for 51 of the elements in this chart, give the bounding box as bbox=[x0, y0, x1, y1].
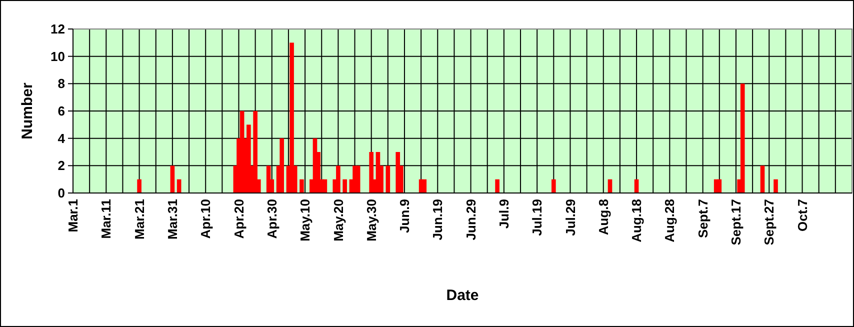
y-tick-label: 2 bbox=[58, 158, 65, 174]
x-tick-label: Jun.9 bbox=[397, 199, 412, 233]
x-tick-label: Aug.18 bbox=[629, 199, 644, 242]
bar bbox=[300, 179, 304, 193]
x-tick-label: Apr.10 bbox=[198, 199, 214, 239]
x-tick-label: Mar.11 bbox=[98, 199, 114, 239]
bar bbox=[495, 179, 500, 193]
x-tick-label: Jun.19 bbox=[430, 199, 446, 240]
x-tick-label: Jun.29 bbox=[463, 199, 478, 240]
bar bbox=[740, 84, 745, 193]
x-tick-label: Sept.17 bbox=[728, 199, 744, 246]
x-tick-label: Mar.31 bbox=[164, 199, 180, 240]
bar bbox=[342, 179, 347, 193]
x-tick-label: Aug.8 bbox=[596, 199, 611, 236]
x-tick-label: Mar.1 bbox=[66, 199, 81, 232]
x-tick-label: Sept.7 bbox=[695, 199, 710, 238]
x-tick-label: May.30 bbox=[364, 199, 379, 242]
bar bbox=[760, 166, 765, 193]
y-tick-label: 10 bbox=[50, 48, 65, 64]
bar bbox=[356, 166, 360, 193]
y-tick-label: 6 bbox=[58, 104, 65, 119]
bar bbox=[246, 124, 251, 193]
bar bbox=[290, 42, 294, 193]
y-tick-label: 12 bbox=[50, 22, 65, 37]
bar bbox=[717, 179, 722, 193]
y-tick-label: 0 bbox=[58, 186, 65, 201]
x-tick-label: Oct.7 bbox=[794, 199, 810, 232]
bar bbox=[280, 138, 284, 193]
x-tick-label: Jul.19 bbox=[530, 199, 545, 236]
x-tick-label: Aug.28 bbox=[662, 199, 678, 242]
y-axis-title: Number bbox=[19, 82, 36, 140]
bar bbox=[774, 179, 778, 193]
x-tick-label: Apr.20 bbox=[231, 199, 246, 239]
bar bbox=[137, 179, 142, 193]
bar bbox=[369, 152, 374, 193]
x-tick-label: Jul.9 bbox=[496, 199, 512, 229]
x-tick-label: Sept.27 bbox=[762, 199, 777, 246]
bar bbox=[386, 166, 390, 193]
bar bbox=[253, 111, 258, 193]
x-tick-label: May.20 bbox=[330, 199, 346, 242]
bar bbox=[170, 166, 175, 193]
bar bbox=[552, 179, 556, 193]
x-tick-label: May.10 bbox=[298, 199, 313, 242]
x-tick-label: Apr.30 bbox=[264, 199, 280, 239]
bar bbox=[336, 166, 340, 193]
y-tick-label: 4 bbox=[58, 130, 66, 146]
y-tick-label: 8 bbox=[58, 76, 65, 92]
x-axis-title: Date bbox=[446, 287, 479, 304]
x-tick-label: Jul.29 bbox=[562, 199, 578, 236]
x-tick-label: Mar.21 bbox=[132, 199, 147, 240]
bar bbox=[422, 179, 427, 193]
